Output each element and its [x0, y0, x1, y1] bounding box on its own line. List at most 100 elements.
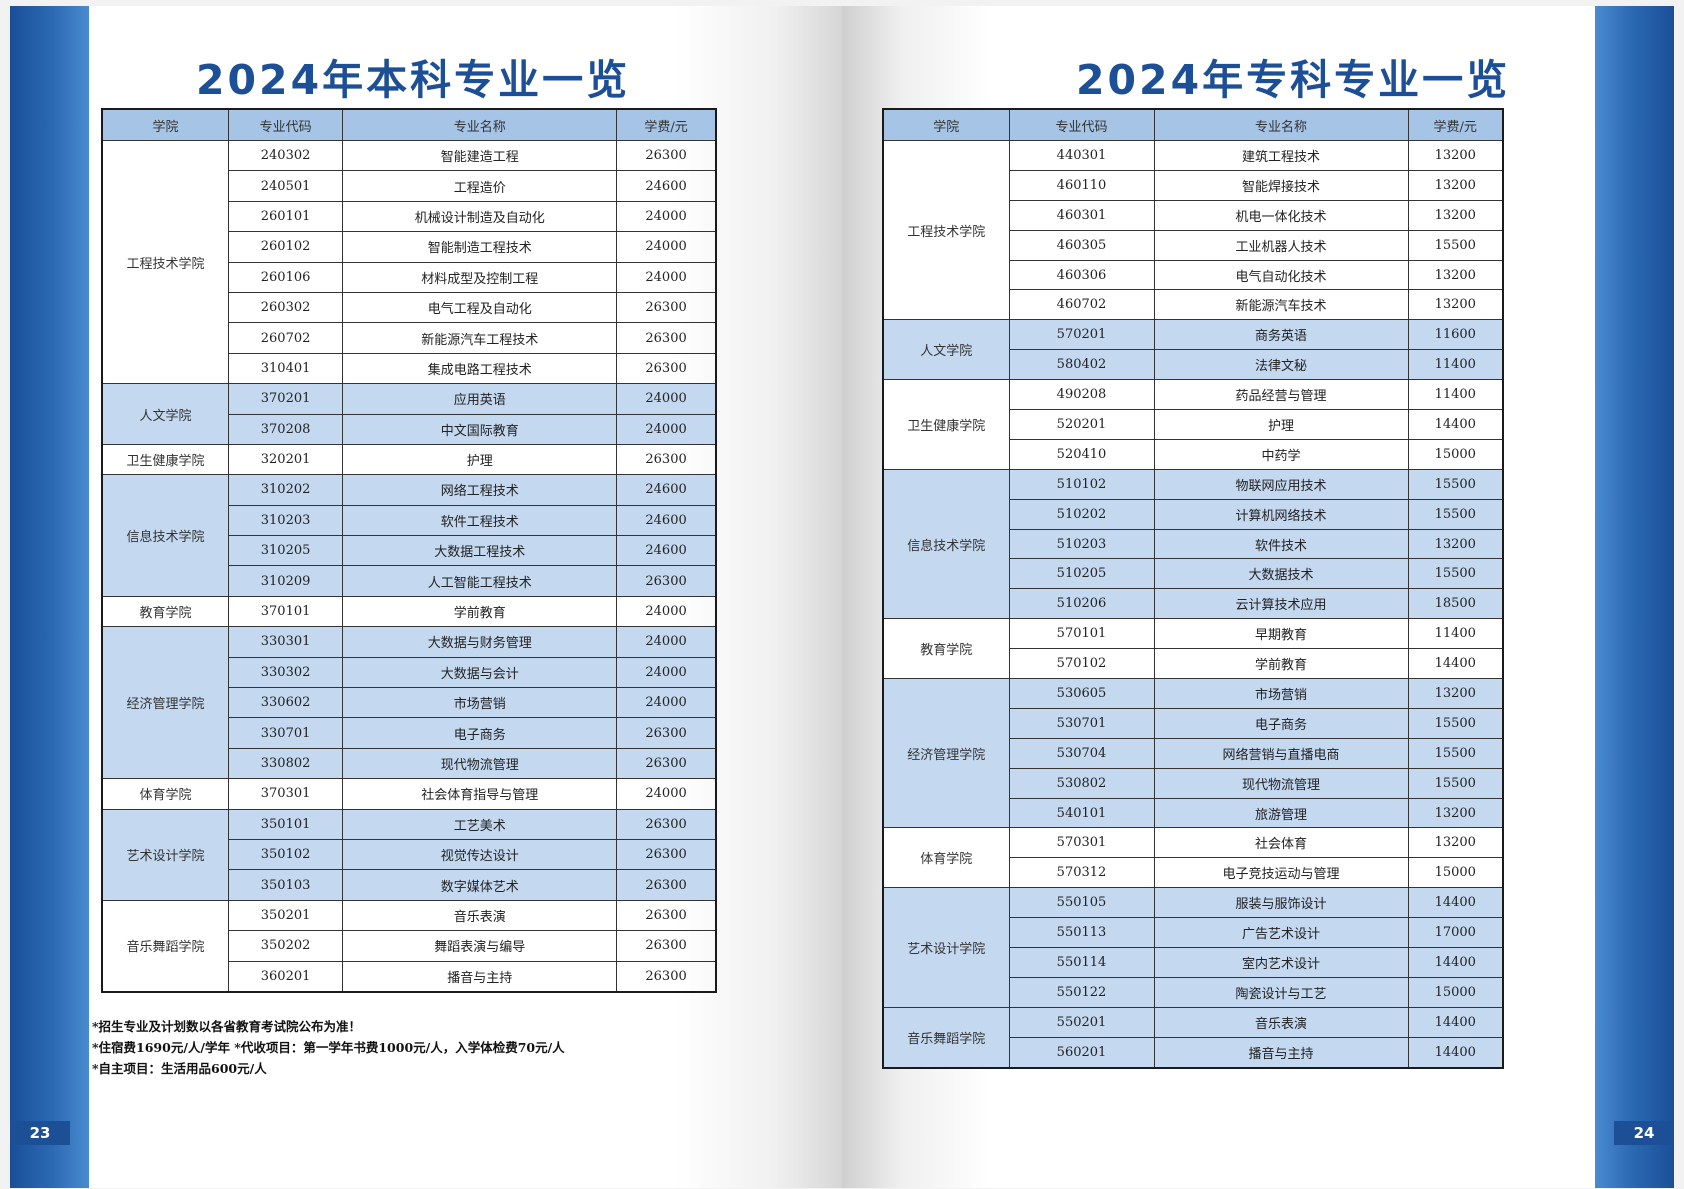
- left-blue-band: [10, 6, 89, 1188]
- tuition-fee-cell: 13200: [1407, 678, 1504, 709]
- major-name-cell: 护理: [342, 443, 618, 476]
- table-row: 艺术设计学院 350101 工艺美术 26300: [101, 808, 717, 901]
- table-row: 人文学院 370201 应用英语 24000: [101, 383, 717, 445]
- major-name-cell: 法律文秘: [1153, 349, 1409, 381]
- tuition-fee-cell: 15500: [1407, 707, 1504, 739]
- college-cell: 音乐舞蹈学院: [882, 1006, 1010, 1069]
- tuition-fee-cell: 13200: [1407, 140, 1504, 171]
- college-cell: 人文学院: [101, 383, 229, 445]
- major-code-cell: 260106: [227, 261, 344, 293]
- major-name-cell: 机械设计制造及自动化: [342, 200, 618, 233]
- table-row: 350103 数字媒体艺术 26300: [102, 869, 717, 901]
- table-row: 卫生健康学院 490208 药品经营与管理 11400: [882, 379, 1504, 470]
- major-code-cell: 570312: [1008, 857, 1155, 889]
- tuition-fee-cell: 26300: [616, 747, 717, 780]
- major-code-cell: 330602: [227, 687, 344, 719]
- major-code-cell: 510205: [1008, 558, 1155, 590]
- header-college: 学院: [101, 108, 229, 141]
- major-name-cell: 软件技术: [1153, 528, 1409, 560]
- tuition-fee-cell: 13200: [1407, 289, 1504, 321]
- major-name-cell: 商务英语: [1153, 319, 1409, 351]
- table-row: 教育学院 570101 早期教育 11400: [882, 618, 1504, 680]
- table-row: 360201 播音与主持 26300: [102, 960, 717, 993]
- major-code-cell: 550105: [1008, 887, 1155, 919]
- tuition-fee-cell: 14400: [1407, 1006, 1504, 1038]
- major-code-cell: 530802: [1008, 767, 1155, 799]
- table-row: 530802 现代物流管理 15500: [883, 767, 1504, 799]
- major-name-cell: 电子竞技运动与管理: [1153, 857, 1409, 889]
- major-code-cell: 260702: [227, 322, 344, 354]
- major-name-cell: 新能源汽车工程技术: [342, 322, 618, 354]
- table-row: 510203 软件技术 13200: [883, 528, 1504, 560]
- table-row: 260101 机械设计制造及自动化 24000: [102, 200, 717, 233]
- major-code-cell: 460702: [1008, 289, 1155, 321]
- header-name: 专业名称: [342, 108, 618, 141]
- major-name-cell: 中药学: [1153, 438, 1409, 470]
- major-code-cell: 510203: [1008, 528, 1155, 560]
- college-cell: 工程技术学院: [101, 139, 229, 385]
- major-name-cell: 音乐表演: [1153, 1006, 1409, 1038]
- college-cell: 体育学院: [882, 827, 1010, 889]
- tuition-fee-cell: 13200: [1407, 827, 1504, 859]
- tuition-fee-cell: 24000: [616, 595, 717, 628]
- major-code-cell: 260101: [227, 200, 344, 233]
- table-row: 350202 舞蹈表演与编导 26300: [102, 930, 717, 962]
- header-code: 专业代码: [227, 108, 344, 141]
- footnote: *招生专业及计划数以各省教育考试院公布为准！: [92, 1019, 362, 1034]
- tuition-fee-cell: 26300: [616, 808, 717, 840]
- table-row: 460306 电气自动化技术 13200: [883, 259, 1504, 291]
- tuition-fee-cell: 15500: [1407, 558, 1504, 590]
- major-code-cell: 330701: [227, 717, 344, 749]
- major-name-cell: 机电一体化技术: [1153, 199, 1409, 231]
- major-code-cell: 460305: [1008, 229, 1155, 261]
- major-code-cell: 350202: [227, 930, 344, 962]
- table-header-row: 学院 专业代码 专业名称 学费/元: [882, 108, 1504, 141]
- table-row: 460110 智能焊接技术 13200: [883, 169, 1504, 201]
- major-name-cell: 集成电路工程技术: [342, 352, 618, 385]
- major-code-cell: 310203: [227, 504, 344, 537]
- table-row: 260702 新能源汽车工程技术 26300: [102, 322, 717, 354]
- table-row: 330302 大数据与会计 24000: [102, 656, 717, 689]
- tuition-fee-cell: 13200: [1407, 528, 1504, 560]
- tuition-fee-cell: 24000: [616, 656, 717, 689]
- major-code-cell: 310209: [227, 565, 344, 597]
- tuition-fee-cell: 24600: [616, 535, 717, 567]
- major-name-cell: 工业机器人技术: [1153, 229, 1409, 261]
- tuition-fee-cell: 26300: [616, 322, 717, 354]
- table-row: 370208 中文国际教育 24000: [102, 413, 717, 445]
- table-row: 体育学院 570301 社会体育 13200: [882, 827, 1504, 889]
- table-row: 520201 护理 14400: [883, 409, 1504, 440]
- major-code-cell: 370101: [227, 595, 344, 628]
- major-name-cell: 电子商务: [1153, 707, 1409, 739]
- table-row: 310205 大数据工程技术 24600: [102, 535, 717, 567]
- tuition-fee-cell: 18500: [1407, 588, 1504, 620]
- right-blue-band: [1595, 6, 1674, 1188]
- major-code-cell: 350101: [227, 808, 344, 840]
- table-row: 经济管理学院 530605 市场营销 13200: [882, 678, 1504, 829]
- major-code-cell: 540101: [1008, 797, 1155, 829]
- header-fee: 学费/元: [1407, 108, 1504, 141]
- major-code-cell: 520201: [1008, 409, 1155, 440]
- tuition-fee-cell: 14400: [1407, 648, 1504, 680]
- major-name-cell: 陶瓷设计与工艺: [1153, 976, 1409, 1008]
- major-code-cell: 580402: [1008, 349, 1155, 381]
- major-code-cell: 570101: [1008, 618, 1155, 650]
- major-name-cell: 建筑工程技术: [1153, 140, 1409, 171]
- tuition-fee-cell: 15500: [1407, 229, 1504, 261]
- major-code-cell: 570301: [1008, 827, 1155, 859]
- major-code-cell: 510206: [1008, 588, 1155, 620]
- college-cell: 信息技术学院: [882, 468, 1010, 620]
- table-row: 310209 人工智能工程技术 26300: [102, 565, 717, 597]
- major-code-cell: 520410: [1008, 438, 1155, 470]
- major-name-cell: 护理: [1153, 409, 1409, 440]
- major-name-cell: 智能焊接技术: [1153, 169, 1409, 201]
- college-cell: 卫生健康学院: [101, 443, 229, 476]
- tuition-fee-cell: 26300: [616, 869, 717, 901]
- major-code-cell: 460306: [1008, 259, 1155, 291]
- tuition-fee-cell: 13200: [1407, 169, 1504, 201]
- major-code-cell: 510202: [1008, 498, 1155, 530]
- major-code-cell: 510102: [1008, 468, 1155, 500]
- table-row: 460301 机电一体化技术 13200: [883, 199, 1504, 231]
- table-row: 卫生健康学院 320201 护理 26300: [101, 443, 717, 476]
- college-cell: 人文学院: [882, 319, 1010, 381]
